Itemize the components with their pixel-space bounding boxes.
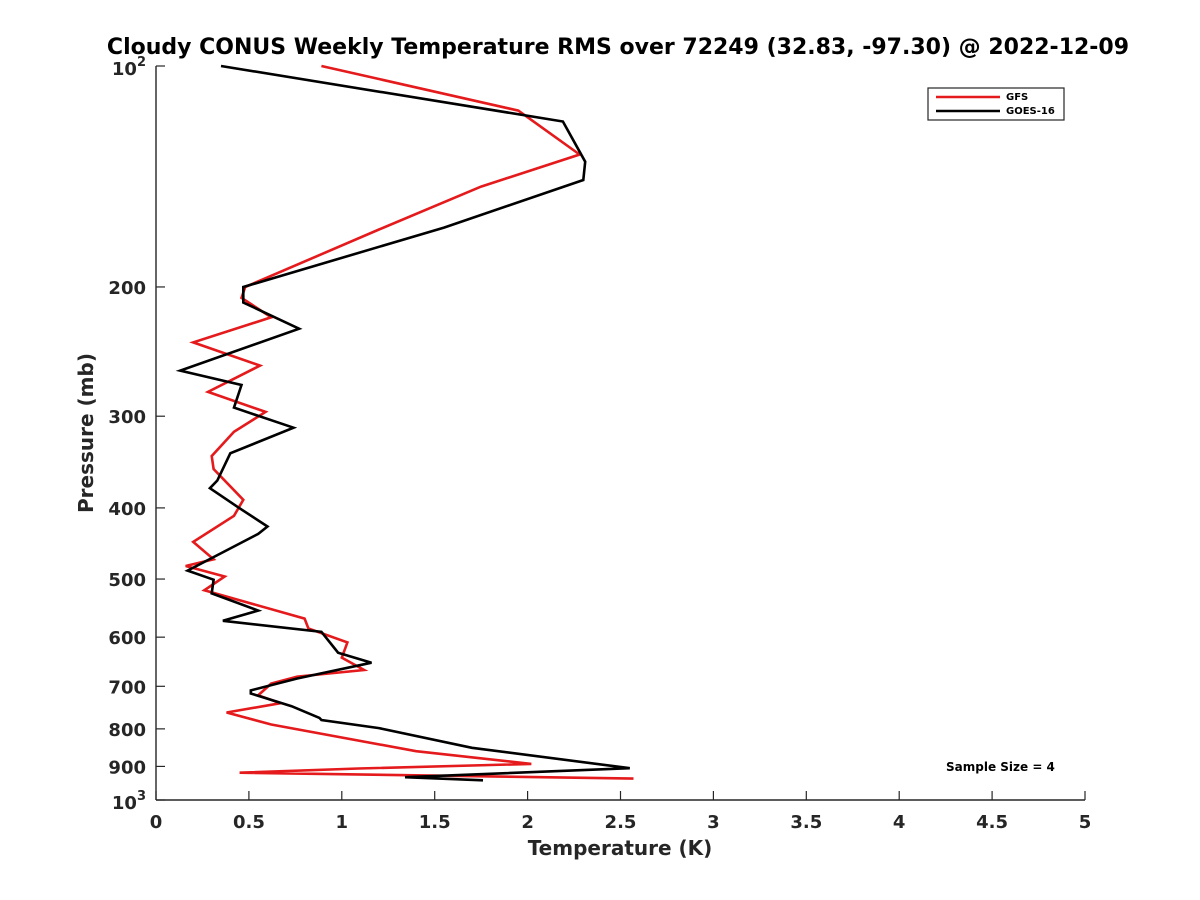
legend: GFS GOES-16 [927,87,1065,121]
y-tick-label: 800 [108,720,146,741]
y-tick-label: 900 [108,757,146,778]
y-tick-bottom-exponent: 3 [137,789,146,804]
x-tick-label: 2.5 [605,812,637,833]
y-tick-label: 500 [108,570,146,591]
legend-box [927,87,1065,121]
x-tick-label: 1.5 [419,812,451,833]
y-tick-label-top: 102 [112,55,146,80]
legend-label-goes16: GOES-16 [1006,106,1055,117]
y-tick-label: 300 [108,407,146,428]
y-tick-label: 400 [108,499,146,520]
x-tick-label: 1 [336,812,349,833]
x-tick-label: 2 [521,812,534,833]
series-line-goes16 [175,64,630,782]
y-tick-bottom-base: 10 [112,793,137,814]
series-layer [175,64,634,782]
x-tick-label: 0.5 [233,812,265,833]
x-axis-label: Temperature (K) [528,836,713,860]
y-ticks: 200 300 400 500 600 700 800 900 [108,65,165,801]
sample-size-annotation: Sample Size = 4 [946,760,1055,774]
x-tick-label: 3.5 [790,812,822,833]
series-line-gfs [185,64,634,780]
y-tick-label: 200 [108,278,146,299]
y-tick-top-exponent: 2 [137,55,146,70]
legend-label-gfs: GFS [1006,92,1028,103]
x-tick-label: 5 [1079,812,1092,833]
x-ticks: 0 0.5 1 1.5 2 2.5 3 3.5 4 4.5 5 [150,791,1092,833]
x-tick-label: 4 [893,812,906,833]
x-tick-label: 4.5 [976,812,1008,833]
y-tick-top-base: 10 [112,59,137,80]
y-tick-label: 600 [108,628,146,649]
y-tick-label: 700 [108,677,146,698]
chart-title: Cloudy CONUS Weekly Temperature RMS over… [107,35,1129,60]
y-axis-label: Pressure (mb) [74,353,98,513]
y-tick-label-bottom: 103 [112,789,146,814]
x-tick-label: 0 [150,812,163,833]
x-tick-label: 3 [707,812,720,833]
